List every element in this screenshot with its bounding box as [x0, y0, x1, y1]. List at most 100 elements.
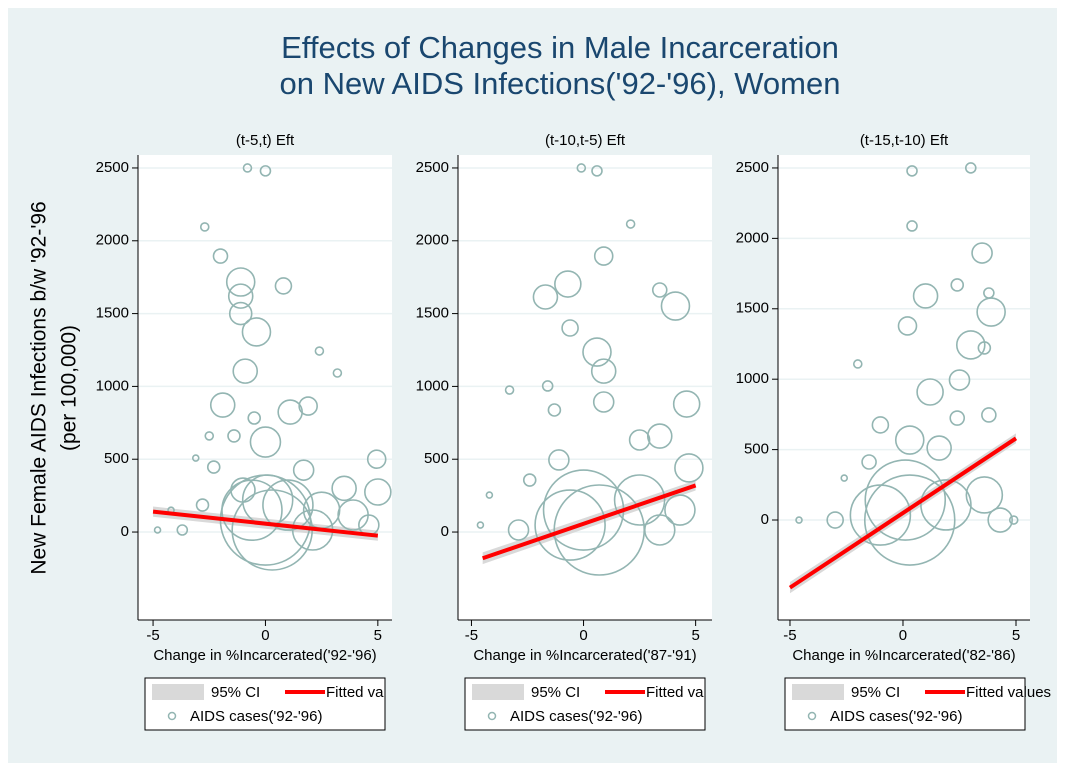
y-tick-label: 500 — [424, 450, 449, 467]
bubble — [894, 425, 925, 455]
plot-area — [458, 155, 712, 620]
x-tick-label: -5 — [465, 627, 478, 644]
bubble — [212, 248, 229, 264]
bubble — [916, 378, 944, 406]
x-tick-label: 0 — [579, 627, 587, 644]
bubble — [221, 479, 283, 541]
bubble — [912, 283, 939, 309]
x-axis-title: Change in %Incarcerated('87-'91) — [473, 647, 696, 664]
bubble — [906, 165, 918, 177]
bubble — [672, 390, 701, 418]
y-tick-label: 2500 — [416, 159, 449, 176]
bubble — [548, 449, 570, 471]
plot-area — [138, 155, 392, 620]
bubble — [643, 514, 676, 546]
legend-label: AIDS cases('92-'96) — [830, 708, 962, 725]
bubble — [849, 484, 912, 546]
bubble — [153, 526, 162, 534]
bubble — [840, 474, 849, 482]
x-axis-title: Change in %Incarcerated('82-'86) — [792, 647, 1015, 664]
legend-label: 95% CI — [851, 684, 900, 701]
bubble — [191, 454, 200, 462]
y-tick-label: 2000 — [736, 229, 769, 246]
bubble — [225, 267, 256, 297]
y-axis-title: (per 100,000) — [58, 325, 81, 451]
bubble — [1008, 515, 1019, 525]
x-tick-label: 5 — [374, 627, 382, 644]
bubble — [651, 282, 668, 298]
bubble — [292, 459, 315, 481]
bubble — [249, 426, 282, 458]
legend-label: Fitted values — [966, 684, 1051, 701]
y-tick-label: 2000 — [96, 232, 129, 249]
bubble — [981, 407, 997, 423]
x-axis-title: Change in %Incarcerated('92-'96) — [153, 647, 376, 664]
y-tick-label: 2500 — [736, 159, 769, 176]
plot-marks — [788, 162, 1019, 594]
bubble — [664, 494, 696, 526]
bubble — [576, 163, 587, 173]
bubble — [826, 511, 844, 529]
bubble — [314, 346, 325, 356]
x-tick-label: 0 — [261, 627, 269, 644]
bubble — [209, 392, 236, 418]
bubble — [863, 474, 956, 566]
plot-marks — [152, 163, 392, 571]
bubble — [232, 358, 259, 384]
legend-swatch — [167, 711, 177, 721]
title: on New AIDS Infections('92-'96), Women — [280, 66, 841, 101]
bubble — [955, 330, 986, 360]
bubble — [227, 283, 254, 309]
y-tick-label: 1500 — [416, 305, 449, 322]
legend-label: 95% CI — [531, 684, 580, 701]
fitted-line — [152, 509, 379, 538]
panel-title: (t-10,t-5) Eft — [545, 132, 626, 149]
legend-label: Fitted values — [646, 684, 731, 701]
bubble — [504, 385, 515, 395]
panel: (t-5,t) Eft 0 500 1000 1500 2000 2500 -5 0 5 Chang… — [96, 132, 411, 731]
legend-swatch — [487, 711, 497, 721]
bubble — [591, 165, 603, 177]
bubble — [532, 284, 559, 310]
bubble — [259, 165, 272, 177]
bubble — [582, 337, 612, 367]
bubble — [646, 423, 673, 449]
bubble — [227, 429, 241, 443]
panel-title: (t-15,t-10) Eft — [860, 132, 949, 149]
bubble — [965, 476, 1004, 514]
bubble — [274, 277, 293, 295]
panel: (t-10,t-5) Eft 0 500 1000 1500 2000 2500 -5 0 5 Ch… — [416, 132, 731, 731]
bubble — [906, 220, 918, 232]
x-tick-label: -5 — [146, 627, 159, 644]
legend-label: AIDS cases('92-'96) — [190, 708, 322, 725]
bubble — [987, 507, 1013, 533]
title: Effects of Changes in Male Incarceration — [281, 30, 839, 65]
bubble — [247, 411, 262, 425]
bubble — [949, 410, 966, 426]
y-tick-label: 1000 — [416, 377, 449, 394]
bubble — [176, 524, 189, 536]
bubble — [864, 459, 947, 541]
bubble — [852, 359, 863, 369]
bubble — [613, 474, 666, 526]
y-tick-label: 2500 — [96, 159, 129, 176]
panel: (t-15,t-10) Eft 0 500 1000 1500 2000 2500 -5 0 5 C… — [736, 132, 1051, 731]
bubble — [332, 368, 343, 378]
x-tick-label: 5 — [1012, 627, 1020, 644]
x-tick-label: 0 — [899, 627, 907, 644]
bubble — [241, 317, 272, 347]
bubble — [977, 341, 992, 355]
legend-label: 95% CI — [211, 684, 260, 701]
bubble — [242, 163, 253, 173]
y-tick-label: 1500 — [96, 305, 129, 322]
y-tick-label: 0 — [441, 523, 449, 540]
bubble — [507, 519, 530, 541]
bubble — [541, 380, 554, 392]
legend-label: Fitted values — [326, 684, 411, 701]
bubble — [522, 473, 537, 487]
